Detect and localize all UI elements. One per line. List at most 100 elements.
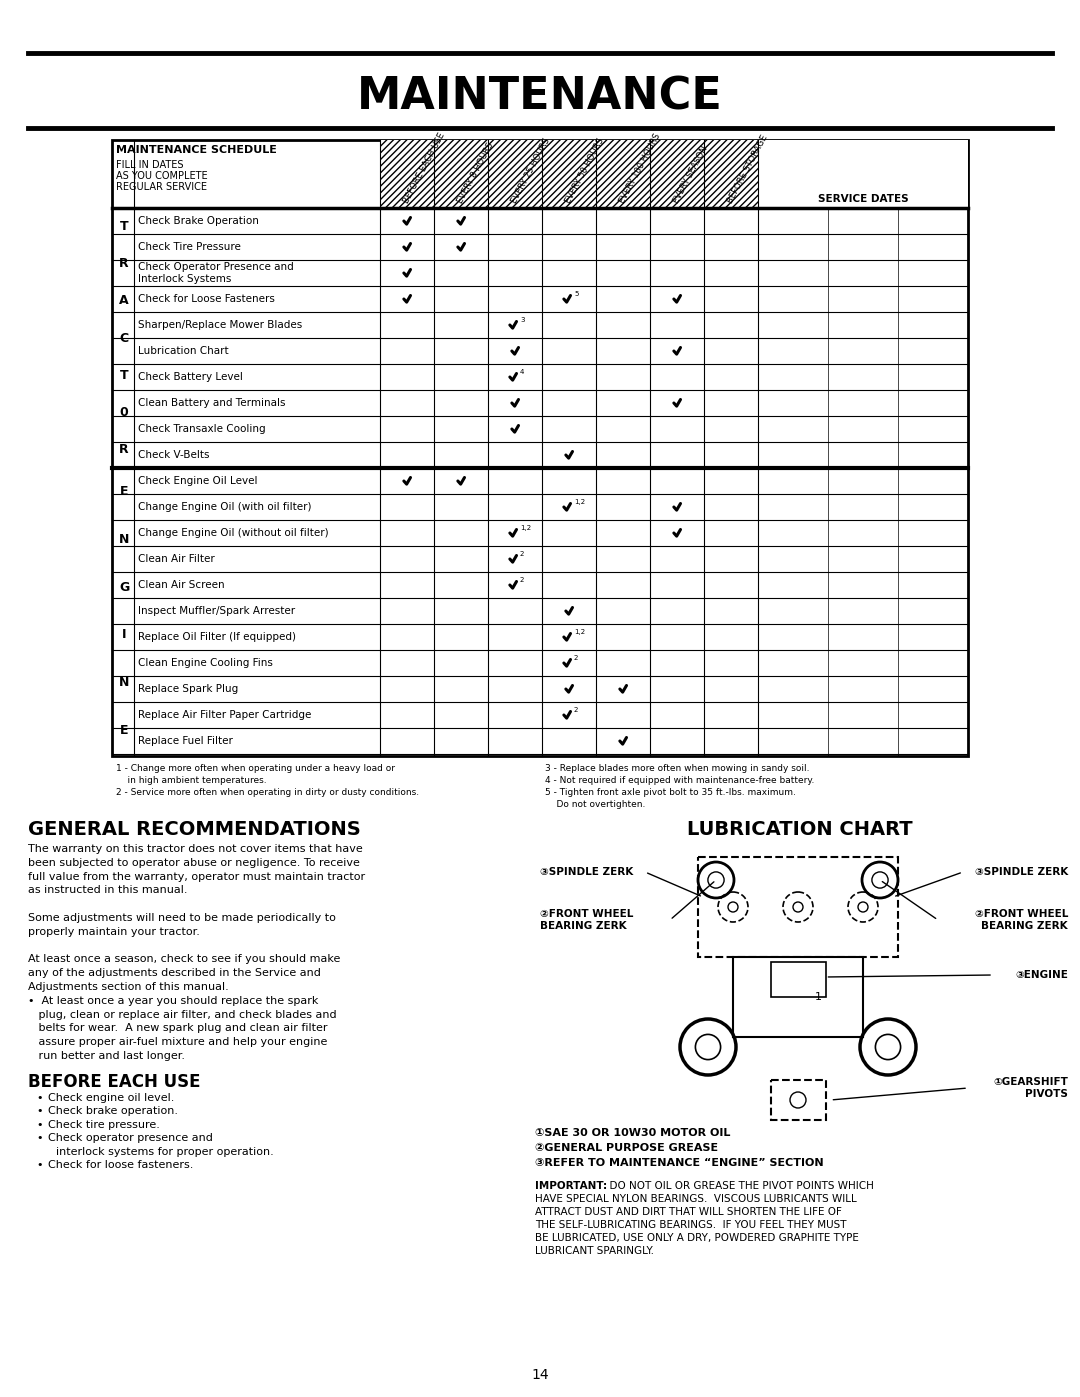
Text: Check for loose fasteners.: Check for loose fasteners. [48,1161,193,1171]
Text: •: • [36,1120,42,1130]
Text: Replace Air Filter Paper Cartridge: Replace Air Filter Paper Cartridge [138,710,311,719]
Text: Check Operator Presence and
Interlock Systems: Check Operator Presence and Interlock Sy… [138,263,294,284]
Text: EVERY 50 HOURS: EVERY 50 HOURS [564,137,606,205]
Bar [380,140,758,208]
Text: ATTRACT DUST AND DIRT THAT WILL SHORTEN THE LIFE OF: ATTRACT DUST AND DIRT THAT WILL SHORTEN … [535,1207,842,1217]
Text: run better and last longer.: run better and last longer. [28,1051,185,1060]
Text: assure proper air-fuel mixture and help your engine: assure proper air-fuel mixture and help … [28,1037,327,1048]
Text: LUBRICATION CHART: LUBRICATION CHART [687,820,913,840]
Text: 4 - Not required if equipped with maintenance-free battery.: 4 - Not required if equipped with mainte… [545,775,814,785]
Text: full value from the warranty, operator must maintain tractor: full value from the warranty, operator m… [28,872,365,882]
Text: E: E [120,724,129,736]
Text: Change Engine Oil (with oil filter): Change Engine Oil (with oil filter) [138,502,311,511]
Text: BEFORE EACH USE: BEFORE EACH USE [402,131,447,205]
Text: BEFORE STORAGE: BEFORE STORAGE [726,134,770,205]
Text: 0: 0 [120,405,129,419]
Text: EVERY 8 HOURS: EVERY 8 HOURS [456,141,496,205]
Text: Check brake operation.: Check brake operation. [48,1106,178,1116]
Text: 3 - Replace blades more often when mowing in sandy soil.: 3 - Replace blades more often when mowin… [545,764,810,773]
Text: 2: 2 [573,655,579,661]
Text: 5: 5 [573,291,579,298]
Text: 5 - Tighten front axle pivot bolt to 35 ft.-lbs. maximum.: 5 - Tighten front axle pivot bolt to 35 … [545,788,796,798]
Bar [698,856,897,957]
Text: AS YOU COMPLETE: AS YOU COMPLETE [116,170,207,182]
Text: properly maintain your tractor.: properly maintain your tractor. [28,926,200,937]
Text: Change Engine Oil (without oil filter): Change Engine Oil (without oil filter) [138,528,328,538]
Text: N: N [119,676,130,689]
Text: ②FRONT WHEEL
BEARING ZERK: ②FRONT WHEEL BEARING ZERK [974,909,1068,932]
Text: FILL IN DATES: FILL IN DATES [116,161,184,170]
Text: Lubrication Chart: Lubrication Chart [138,346,229,356]
Text: ③REFER TO MAINTENANCE “ENGINE” SECTION: ③REFER TO MAINTENANCE “ENGINE” SECTION [535,1158,824,1168]
Text: EVERY 100 HOURS: EVERY 100 HOURS [618,131,662,205]
Bar [770,963,825,997]
Text: 1 - Change more often when operating under a heavy load or: 1 - Change more often when operating und… [116,764,395,773]
Text: Replace Oil Filter (If equipped): Replace Oil Filter (If equipped) [138,631,296,643]
Text: A: A [119,295,129,307]
Text: Clean Engine Cooling Fins: Clean Engine Cooling Fins [138,658,273,668]
Text: ③ENGINE: ③ENGINE [1015,970,1068,981]
Text: Check operator presence and: Check operator presence and [48,1133,213,1143]
Text: •: • [36,1106,42,1116]
Text: •: • [36,1133,42,1143]
Text: THE SELF-LUBRICATING BEARINGS.  IF YOU FEEL THEY MUST: THE SELF-LUBRICATING BEARINGS. IF YOU FE… [535,1220,847,1229]
Text: 2: 2 [519,577,525,583]
Text: 1,2: 1,2 [573,499,585,504]
Text: ③SPINDLE ZERK: ③SPINDLE ZERK [540,868,633,877]
Text: BEFORE EACH USE: BEFORE EACH USE [28,1073,201,1091]
Text: LUBRICANT SPARINGLY.: LUBRICANT SPARINGLY. [535,1246,654,1256]
Text: R: R [119,443,129,455]
Text: G: G [119,581,130,594]
Text: •  At least once a year you should replace the spark: • At least once a year you should replac… [28,996,319,1006]
Text: The warranty on this tractor does not cover items that have: The warranty on this tractor does not co… [28,844,363,854]
Text: R: R [119,257,129,270]
Text: BE LUBRICATED, USE ONLY A DRY, POWDERED GRAPHITE TYPE: BE LUBRICATED, USE ONLY A DRY, POWDERED … [535,1234,859,1243]
Text: Sharpen/Replace Mower Blades: Sharpen/Replace Mower Blades [138,320,302,330]
Text: plug, clean or replace air filter, and check blades and: plug, clean or replace air filter, and c… [28,1010,337,1020]
Text: ①GEARSHIFT
PIVOTS: ①GEARSHIFT PIVOTS [994,1077,1068,1099]
Text: ②FRONT WHEEL
BEARING ZERK: ②FRONT WHEEL BEARING ZERK [540,909,633,932]
Text: Check Brake Operation: Check Brake Operation [138,217,259,226]
Text: interlock systems for proper operation.: interlock systems for proper operation. [56,1147,273,1157]
Text: Check Tire Pressure: Check Tire Pressure [138,242,241,251]
Text: as instructed in this manual.: as instructed in this manual. [28,886,188,895]
Text: EVERY SEASON: EVERY SEASON [672,144,710,205]
Text: Check tire pressure.: Check tire pressure. [48,1120,160,1130]
Text: SERVICE DATES: SERVICE DATES [818,194,908,204]
Text: At least once a season, check to see if you should make: At least once a season, check to see if … [28,954,340,964]
Text: Check Engine Oil Level: Check Engine Oil Level [138,476,257,486]
Text: 14: 14 [531,1368,549,1382]
Text: Inspect Muffler/Spark Arrester: Inspect Muffler/Spark Arrester [138,606,295,616]
Text: EVERY 25 HOURS: EVERY 25 HOURS [510,137,552,205]
Text: Replace Spark Plug: Replace Spark Plug [138,685,239,694]
Text: REGULAR SERVICE: REGULAR SERVICE [116,182,207,191]
Text: HAVE SPECIAL NYLON BEARINGS.  VISCOUS LUBRICANTS WILL: HAVE SPECIAL NYLON BEARINGS. VISCOUS LUB… [535,1194,856,1204]
Text: 2: 2 [519,550,525,557]
Text: Check Battery Level: Check Battery Level [138,372,243,381]
Text: ②GENERAL PURPOSE GREASE: ②GENERAL PURPOSE GREASE [535,1143,718,1153]
Text: Some adjustments will need to be made periodically to: Some adjustments will need to be made pe… [28,914,336,923]
Text: GENERAL RECOMMENDATIONS: GENERAL RECOMMENDATIONS [28,820,361,840]
Text: 1,2: 1,2 [573,629,585,636]
Text: ③SPINDLE ZERK: ③SPINDLE ZERK [975,868,1068,877]
Text: 2 - Service more often when operating in dirty or dusty conditions.: 2 - Service more often when operating in… [116,788,419,798]
Text: MAINTENANCE: MAINTENANCE [357,75,723,119]
Text: IMPORTANT:: IMPORTANT: [535,1180,607,1192]
Text: any of the adjustments described in the Service and: any of the adjustments described in the … [28,968,321,978]
Text: Adjustments section of this manual.: Adjustments section of this manual. [28,982,229,992]
Text: •: • [36,1161,42,1171]
Text: ①SAE 30 OR 10W30 MOTOR OIL: ①SAE 30 OR 10W30 MOTOR OIL [535,1127,730,1139]
Text: DO NOT OIL OR GREASE THE PIVOT POINTS WHICH: DO NOT OIL OR GREASE THE PIVOT POINTS WH… [603,1180,874,1192]
Text: •: • [36,1092,42,1102]
Text: Check Transaxle Cooling: Check Transaxle Cooling [138,425,266,434]
Text: Replace Fuel Filter: Replace Fuel Filter [138,736,233,746]
Bar [770,1080,825,1120]
Text: 3: 3 [519,317,525,323]
Text: N: N [119,534,130,546]
Text: T: T [120,369,129,381]
Text: in high ambient temperatures.: in high ambient temperatures. [116,775,267,785]
Bar [733,957,863,1037]
Text: I: I [122,629,126,641]
Text: Do not overtighten.: Do not overtighten. [545,800,646,809]
Text: Check V-Belts: Check V-Belts [138,450,210,460]
